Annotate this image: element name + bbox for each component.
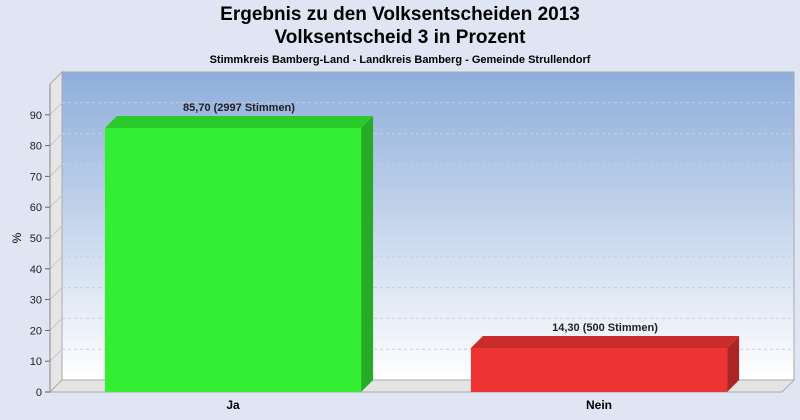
y-axis-label: % [10,232,24,243]
gridline-wall [49,164,63,177]
title-line-2: Volksentscheid 3 in Prozent [274,27,526,48]
y-tick-label: 90 [30,110,42,122]
y-tick-label: 30 [30,295,42,307]
data-label: 85,70 (2997 Stimmen) [183,102,295,114]
gridline-wall [49,287,63,300]
gridline-wall [49,194,63,208]
y-tick-label: 60 [30,202,42,214]
x-tick-label: Ja [226,398,240,412]
gridline-wall [49,256,63,270]
y-tick-label: 0 [36,387,42,399]
gridline-wall [49,102,63,116]
x-tick-label: Nein [586,398,612,412]
gridline-wall [49,133,63,146]
chart-title: Ergebnis zu den Volksentscheiden 2013 Vo… [0,3,800,49]
bar-side [361,116,374,392]
bar [104,128,362,392]
gridline-wall [49,318,63,331]
gridline-wall [49,225,63,239]
y-tick-label: 70 [30,171,42,183]
y-tick-label: 10 [30,356,42,368]
gridline-wall [49,348,63,362]
y-tick-label: 50 [30,233,42,245]
data-label: 14,30 (500 Stimmen) [552,322,658,334]
y-tick-label: 20 [30,325,42,337]
bar [470,347,728,392]
bar-top [470,335,740,348]
title-line-1: Ergebnis zu den Volksentscheiden 2013 [220,4,580,25]
bar-top [104,116,374,129]
y-tick-label: 40 [30,264,42,276]
bar-side [727,335,740,392]
chart-subtitle: Stimmkreis Bamberg-Land - Landkreis Bamb… [209,54,591,66]
y-tick-label: 80 [30,141,42,153]
